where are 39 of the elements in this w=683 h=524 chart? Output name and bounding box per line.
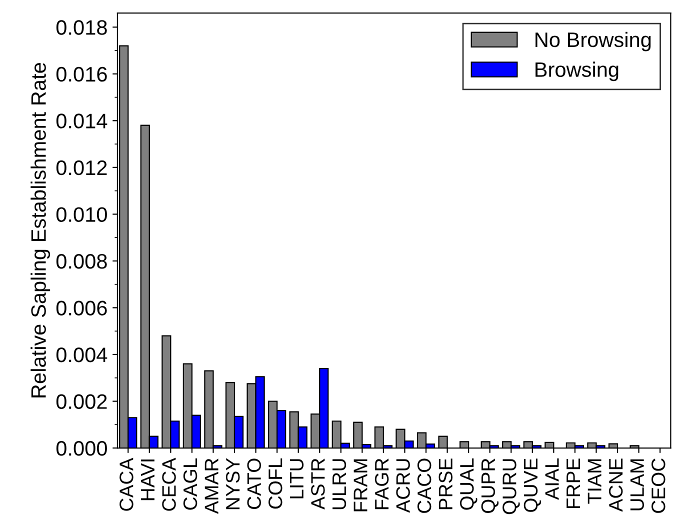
x-tick-label: ACNE xyxy=(608,458,623,512)
y-tick-label: 0.010 xyxy=(56,207,107,222)
y-tick-label: 0.018 xyxy=(56,20,107,35)
legend-label: Browsing xyxy=(536,62,618,82)
x-tick-label: QUAL xyxy=(460,458,478,510)
y-tick-label: 0.008 xyxy=(56,254,107,269)
x-tick-label: QURU xyxy=(502,459,520,514)
y-tick-label: 0.012 xyxy=(56,160,107,176)
x-tick-label: QUPR xyxy=(481,458,499,513)
x-tick-label: CATO xyxy=(247,458,262,509)
y-tick-label: 0.006 xyxy=(56,300,107,316)
x-tick-label: QUVE xyxy=(524,458,542,512)
y-axis-title: Relative Sapling Establishment Rate xyxy=(30,62,50,398)
x-tick-label: TIAM xyxy=(588,459,602,504)
x-tick-label: AMAR xyxy=(204,458,218,514)
x-tick-label: ASTR xyxy=(311,458,325,510)
x-tick-label: FRPE xyxy=(566,458,580,508)
x-tick-label: CECA xyxy=(162,458,176,511)
y-tick-label: 0.004 xyxy=(56,347,108,362)
x-tick-label: FRAM xyxy=(354,459,368,512)
x-tick-label: PRSE xyxy=(438,458,453,510)
x-tick-label: ACRU xyxy=(396,459,410,513)
x-tick-label: NYSY xyxy=(226,458,240,510)
x-tick-label: CEOC xyxy=(652,458,666,513)
x-tick-label: HAVI xyxy=(141,460,154,500)
x-tick-label: CACA xyxy=(120,458,134,511)
x-tick-label: FAGR xyxy=(374,458,389,510)
x-tick-label: LITU xyxy=(290,459,304,498)
x-tick-label: CAGL xyxy=(183,458,198,510)
x-tick-label: ULRU xyxy=(332,459,346,510)
y-tick-label: 0.000 xyxy=(56,441,107,456)
legend-label: No Browsing xyxy=(536,32,651,52)
x-tick-label: CACO xyxy=(417,458,432,513)
x-tick-label: AIAL xyxy=(545,458,559,500)
y-tick-label: 0.014 xyxy=(56,114,108,128)
y-tick-label: 0.002 xyxy=(56,394,107,410)
y-tick-label: 0.016 xyxy=(56,66,107,82)
x-tick-label: COFL xyxy=(268,458,282,509)
x-tick-label: ULAM xyxy=(630,459,644,510)
